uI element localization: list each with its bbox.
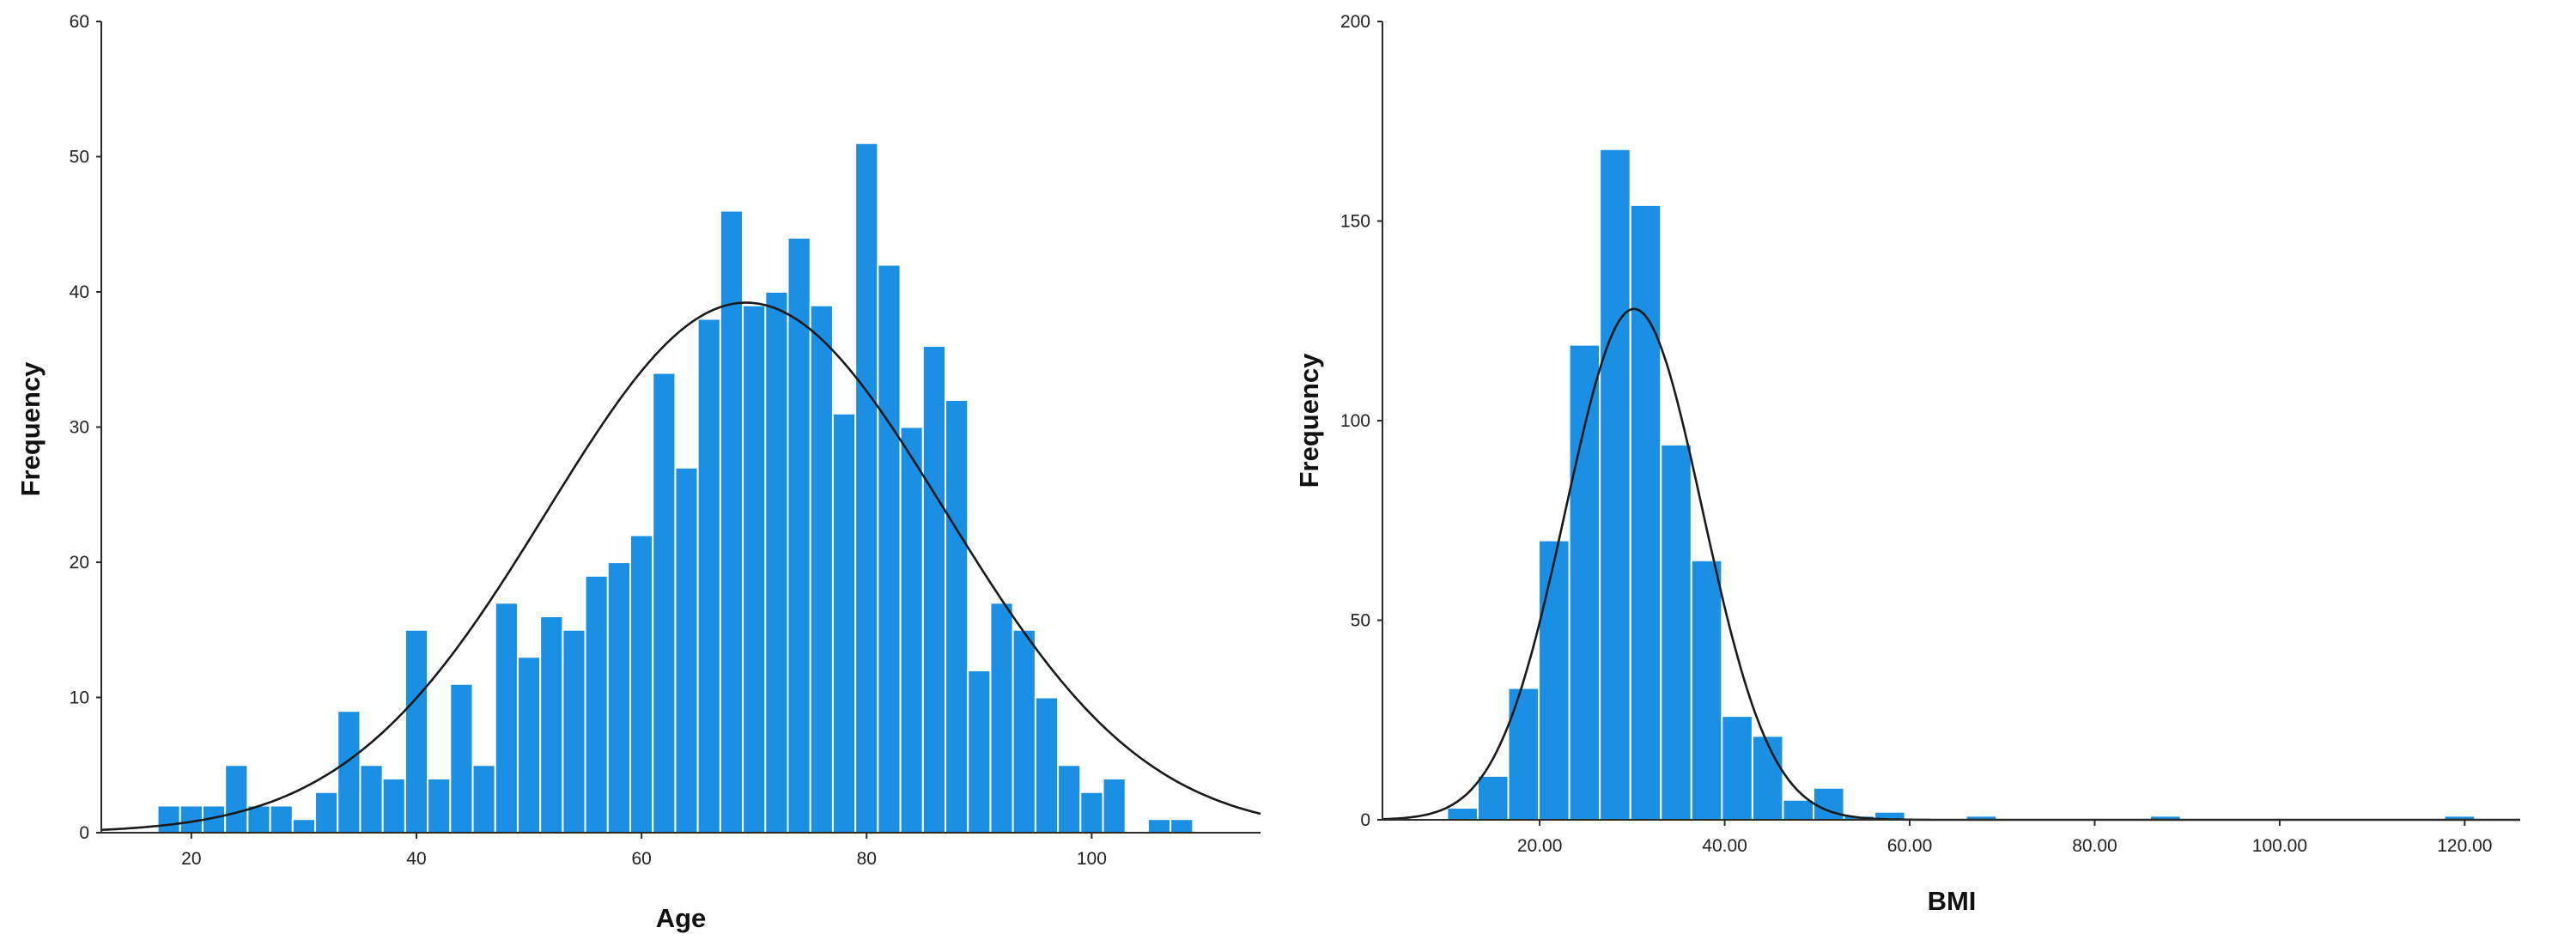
age-bar-38 <box>1012 628 1036 834</box>
age-y-tick-label-0: 0 <box>79 823 89 843</box>
age-bar-34 <box>921 345 947 834</box>
age-bar-16 <box>516 656 542 834</box>
bmi-chart: 0 50 100 150 200 20.00 40.00 60.00 80.00 100.00 12… <box>1294 12 2520 916</box>
bmi-y-tick-label-2: 100 <box>1340 411 1370 431</box>
bmi-bars <box>1446 148 2476 822</box>
bmi-bar-9 <box>1721 715 1753 821</box>
age-bar-29 <box>809 304 834 834</box>
age-bar-14 <box>471 764 496 834</box>
bmi-bar-6 <box>1629 203 1662 821</box>
age-bar-13 <box>449 682 474 834</box>
age-bar-35 <box>945 399 969 834</box>
bmi-x-tick-label-1: 40.00 <box>1702 836 1747 856</box>
age-bar-12 <box>427 778 452 834</box>
age-bar-6 <box>291 818 317 834</box>
age-bar-3 <box>224 764 249 834</box>
age-y-tick-label-3: 30 <box>70 418 89 438</box>
age-bar-7 <box>314 791 339 834</box>
age-x-tick-label-2: 60 <box>631 849 651 869</box>
age-bar-17 <box>539 615 564 834</box>
bmi-bar-4 <box>1568 343 1601 821</box>
bmi-x-tick-label-3: 80.00 <box>2072 836 2117 856</box>
age-bar-9 <box>359 764 384 834</box>
age-x-axis-title: Age <box>656 903 707 933</box>
age-normal-curve <box>100 301 1261 831</box>
age-bar-15 <box>494 602 519 834</box>
bmi-y-tick-label-3: 150 <box>1340 212 1370 232</box>
age-bar-19 <box>584 574 609 834</box>
bmi-x-tick-label-5: 120.00 <box>2437 836 2492 856</box>
age-bar-11 <box>404 628 429 834</box>
age-bar-44 <box>1170 818 1194 834</box>
bmi-x-tick-label-4: 100.00 <box>2252 836 2307 856</box>
bmi-x-axis-title: BMI <box>1928 886 1977 916</box>
bmi-bar-3 <box>1538 539 1571 821</box>
age-y-tick-label-2: 20 <box>70 553 89 573</box>
age-bar-33 <box>899 426 924 834</box>
age-bar-30 <box>831 412 857 834</box>
age-y-tick-label-5: 50 <box>70 148 89 167</box>
age-bar-24 <box>696 318 721 834</box>
age-bar-27 <box>764 291 789 834</box>
age-bar-21 <box>629 534 654 834</box>
bmi-y-tick-label-4: 200 <box>1340 12 1370 32</box>
age-y-tick-label-4: 40 <box>70 282 89 302</box>
age-bar-1 <box>179 804 204 834</box>
age-chart: 0 10 20 30 40 50 60 20 40 60 80 100 Age Frequency <box>15 12 1261 933</box>
age-x-tick-label-1: 40 <box>406 849 426 869</box>
age-bar-8 <box>337 710 361 834</box>
age-bar-36 <box>967 670 992 834</box>
age-bar-22 <box>652 372 677 834</box>
bmi-bar-5 <box>1599 148 1631 822</box>
bmi-bar-1 <box>1476 774 1510 821</box>
age-x-tick-label-4: 100 <box>1077 849 1107 869</box>
bmi-bar-0 <box>1446 807 1479 821</box>
age-bar-43 <box>1146 818 1172 834</box>
bmi-bar-7 <box>1660 443 1692 822</box>
bmi-bar-2 <box>1507 687 1540 821</box>
bmi-bar-8 <box>1690 559 1723 821</box>
age-bar-5 <box>269 804 294 834</box>
bmi-y-tick-label-0: 0 <box>1360 810 1370 830</box>
age-bar-20 <box>606 561 632 834</box>
bmi-y-tick-label-1: 50 <box>1351 611 1370 631</box>
bmi-bar-11 <box>1782 798 1814 821</box>
age-bar-0 <box>156 804 181 834</box>
age-bar-39 <box>1034 696 1060 834</box>
age-y-tick-label-1: 10 <box>70 688 89 708</box>
age-bar-31 <box>854 142 879 834</box>
bmi-x-tick-label-2: 60.00 <box>1887 836 1933 856</box>
age-bar-23 <box>674 466 699 834</box>
bmi-bar-10 <box>1751 735 1784 821</box>
age-bar-37 <box>989 602 1014 834</box>
age-x-tick-label-0: 20 <box>181 849 201 869</box>
age-bar-42 <box>1102 778 1127 834</box>
bmi-y-axis-title: Frequency <box>1294 353 1324 488</box>
age-bar-18 <box>562 628 586 834</box>
age-bar-32 <box>877 264 902 834</box>
age-bar-41 <box>1079 791 1104 834</box>
age-bars <box>156 142 1194 834</box>
age-y-axis-title: Frequency <box>15 361 46 497</box>
age-bar-10 <box>381 778 406 834</box>
age-bar-40 <box>1057 764 1082 834</box>
age-y-tick-label-6: 60 <box>70 12 89 32</box>
age-x-tick-label-3: 80 <box>857 849 877 869</box>
bmi-x-tick-label-0: 20.00 <box>1517 836 1563 856</box>
age-bar-26 <box>742 304 767 834</box>
